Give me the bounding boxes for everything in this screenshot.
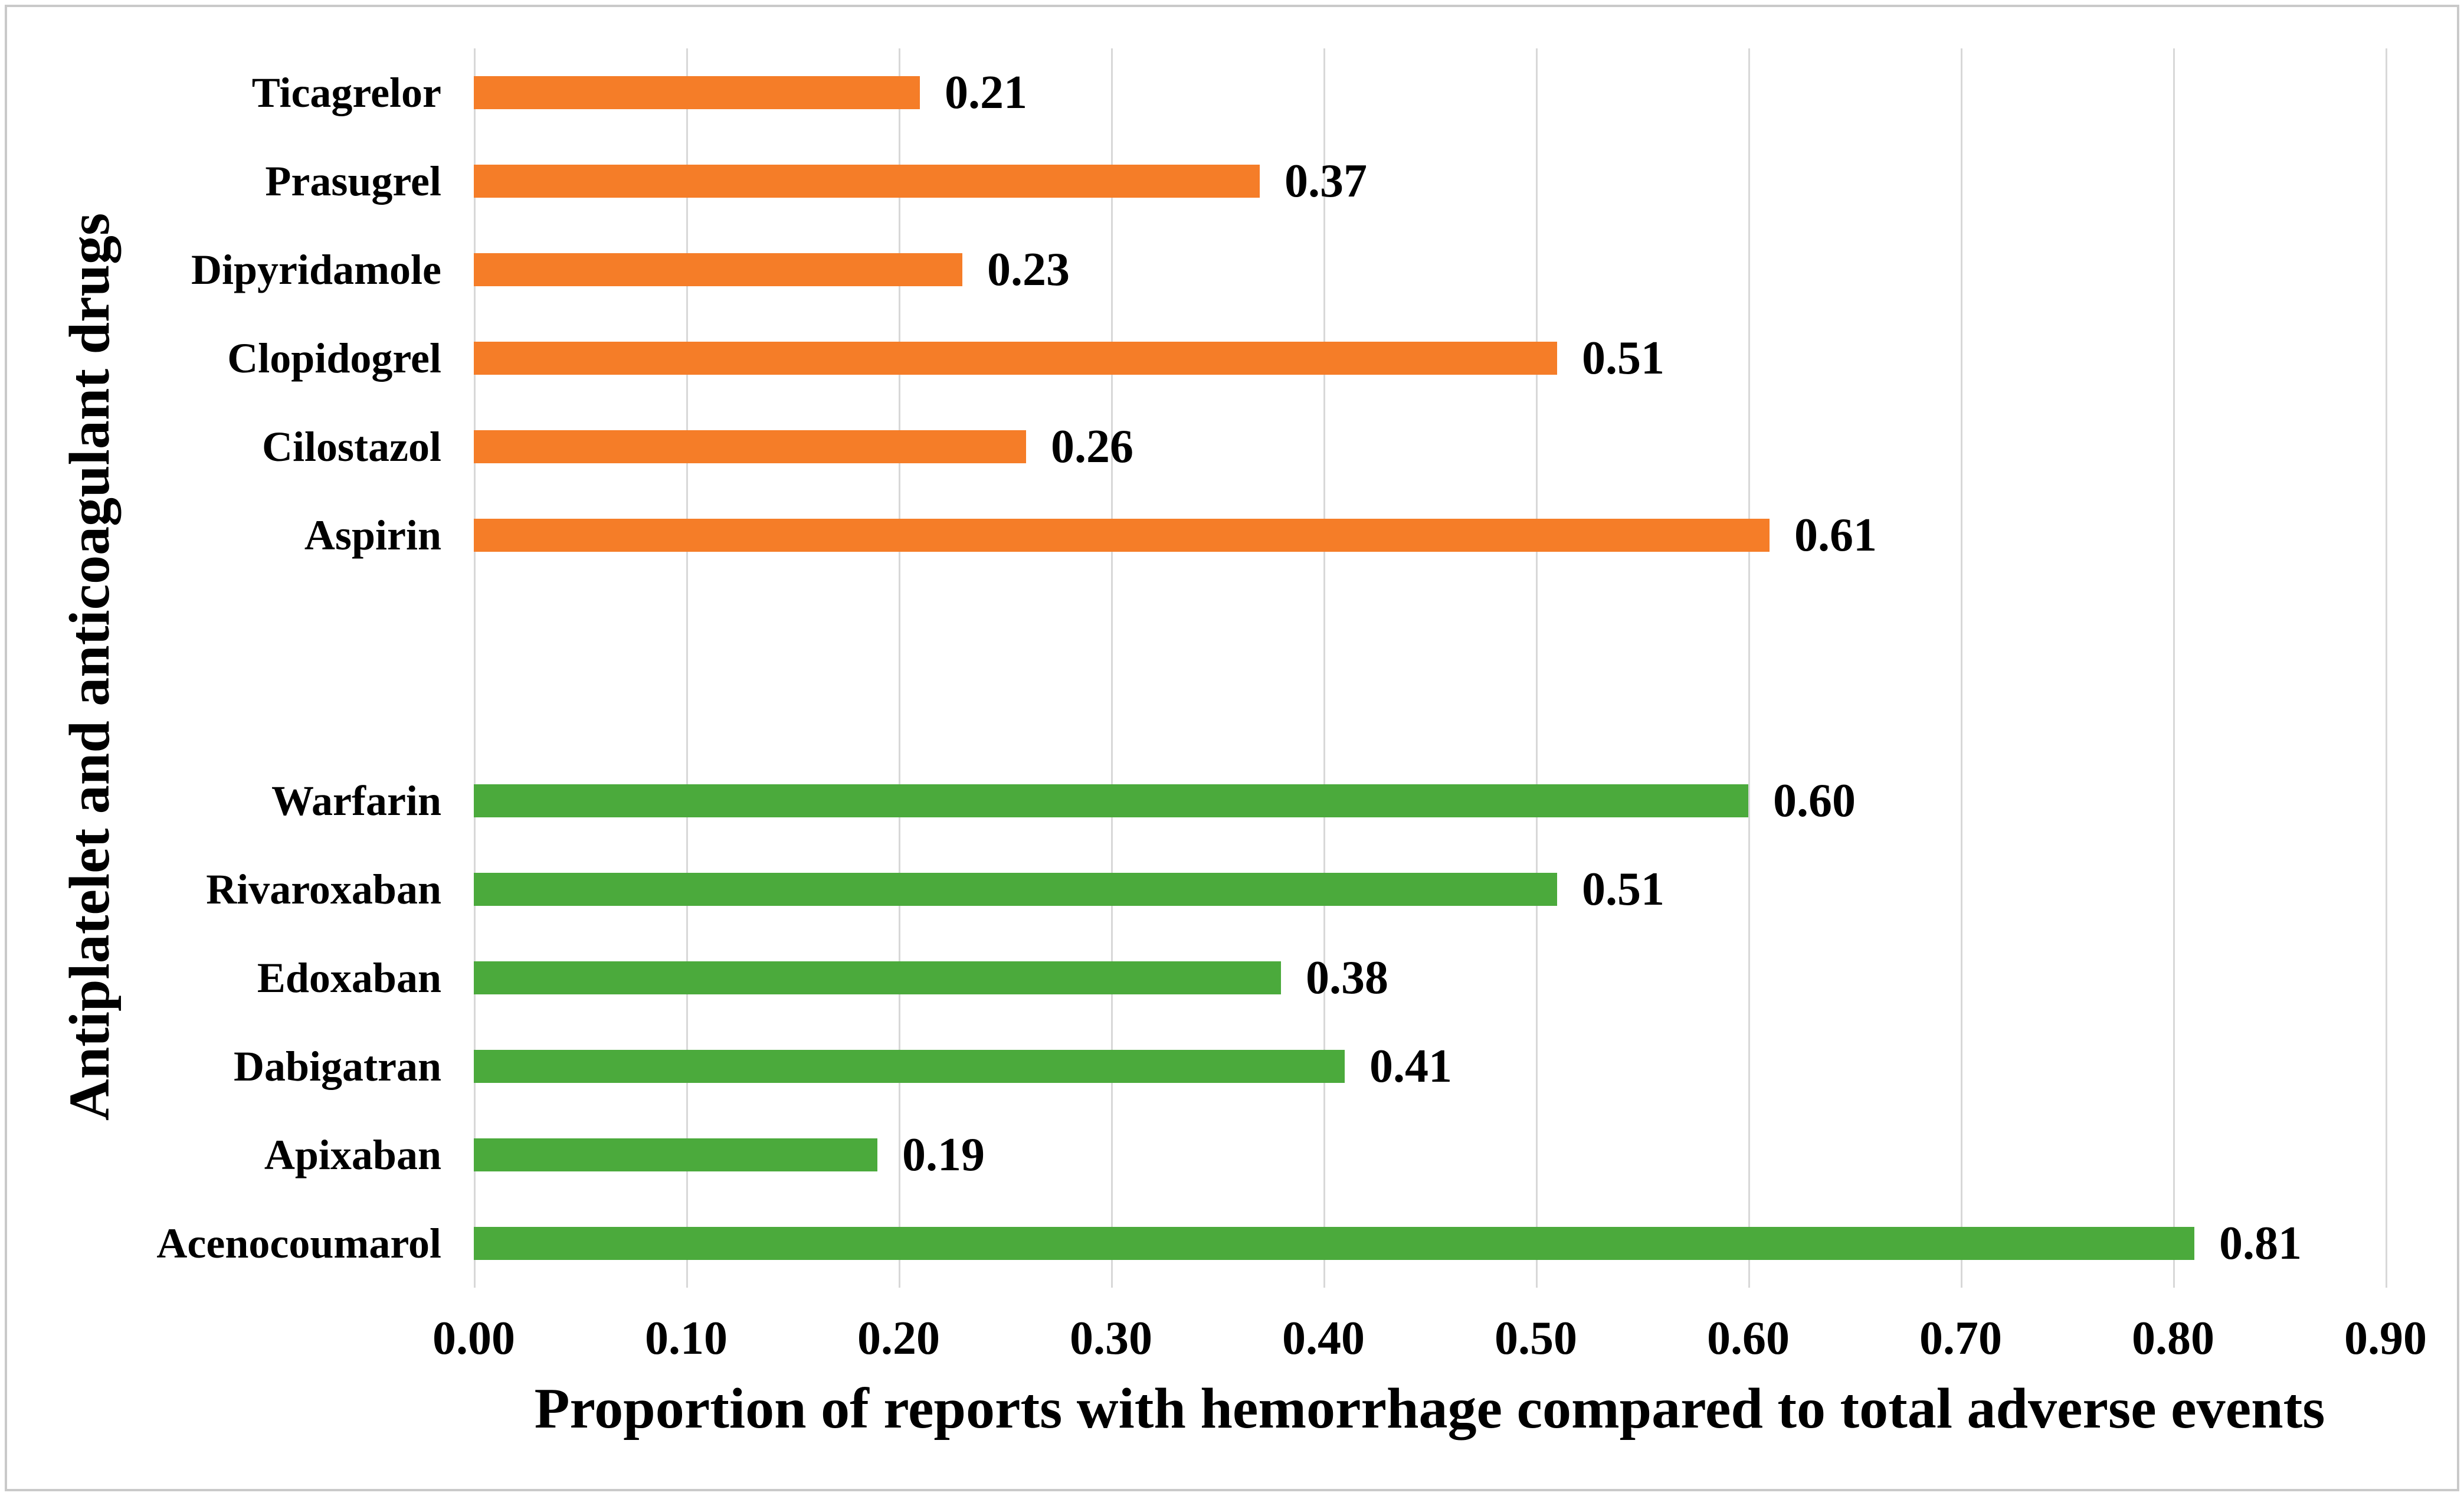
- bar-rivaroxaban: [474, 873, 1557, 906]
- chart-row: Edoxaban 0.38: [0, 934, 2419, 1022]
- bar-dabigatran: [474, 1050, 1345, 1083]
- chart-row: Clopidogrel 0.51: [0, 314, 2419, 402]
- gridline: [1323, 48, 1325, 1288]
- x-axis-title: Proportion of reports with hemorrhage co…: [534, 1377, 2325, 1441]
- x-tick-label: 0.30: [1070, 1312, 1152, 1364]
- bar-acenocoumarol: [474, 1227, 2194, 1260]
- chart-row: Dabigatran 0.41: [0, 1022, 2419, 1111]
- bar-zone: [474, 580, 2419, 668]
- x-tick-label: 0.80: [2132, 1312, 2214, 1364]
- gridline: [1748, 48, 1750, 1288]
- category-label: Prasugrel: [265, 158, 441, 205]
- gridline: [2173, 48, 2175, 1288]
- x-tick-label: 0.60: [1707, 1312, 1790, 1364]
- chart-row: Prasugrel 0.37: [0, 137, 2419, 225]
- value-label: 0.51: [1582, 863, 1664, 915]
- bar-ticagrelor: [474, 76, 920, 109]
- gridline: [474, 48, 476, 1288]
- chart-row: Apixaban 0.19: [0, 1111, 2419, 1199]
- chart-row: Warfarin 0.60: [0, 757, 2419, 845]
- bar-zone: 0.61: [474, 491, 2419, 580]
- gridline: [1536, 48, 1538, 1288]
- value-label: 0.19: [902, 1129, 985, 1181]
- chart-row: Aspirin 0.61: [0, 491, 2419, 580]
- x-tick-label: 0.50: [1495, 1312, 1577, 1364]
- chart-row: Ticagrelor 0.21: [0, 48, 2419, 137]
- bar-zone: 0.37: [474, 137, 2419, 225]
- category-label: Cilostazol: [262, 423, 441, 470]
- bar-edoxaban: [474, 961, 1281, 994]
- chart-row: Acenocoumarol 0.81: [0, 1199, 2419, 1288]
- value-label: 0.23: [987, 244, 1070, 296]
- value-label: 0.61: [1794, 509, 1877, 561]
- bar-apixaban: [474, 1138, 877, 1171]
- chart-row: Dipyridamole 0.23: [0, 225, 2419, 314]
- bar-rows: Ticagrelor 0.21 Prasugrel 0.37 Dipyridamole 0…: [0, 48, 2419, 1288]
- value-label: 0.60: [1773, 775, 1856, 827]
- category-label: Dipyridamole: [191, 246, 441, 293]
- plot-area: [474, 48, 2391, 1288]
- bar-zone: 0.23: [474, 225, 2419, 314]
- gridline: [899, 48, 900, 1288]
- category-label: Dabigatran: [233, 1043, 441, 1090]
- x-tick-label: 0.40: [1282, 1312, 1365, 1364]
- x-tick-label: 0.20: [857, 1312, 940, 1364]
- value-label: 0.37: [1285, 155, 1367, 207]
- bar-zone: [474, 668, 2419, 757]
- gridline: [2386, 48, 2387, 1288]
- bar-zone: 0.51: [474, 314, 2419, 402]
- category-label: Warfarin: [271, 777, 441, 824]
- value-label: 0.81: [2219, 1217, 2302, 1269]
- value-label: 0.38: [1306, 952, 1388, 1004]
- value-label: 0.21: [945, 67, 1027, 119]
- x-tick-label: 0.70: [1919, 1312, 2002, 1364]
- gridline: [1111, 48, 1113, 1288]
- bar-zone: 0.38: [474, 934, 2419, 1022]
- category-label: Rivaroxaban: [206, 866, 441, 913]
- category-label: Apixaban: [264, 1131, 441, 1179]
- bar-clopidogrel: [474, 342, 1557, 375]
- gridline: [1961, 48, 1962, 1288]
- bar-warfarin: [474, 784, 1748, 817]
- chart-row: Cilostazol 0.26: [0, 402, 2419, 491]
- bar-zone: 0.81: [474, 1199, 2419, 1288]
- category-label: Aspirin: [304, 512, 441, 559]
- value-label: 0.26: [1051, 421, 1133, 473]
- bar-zone: 0.26: [474, 402, 2419, 491]
- value-label: 0.51: [1582, 332, 1664, 384]
- gridline: [686, 48, 688, 1288]
- x-axis-tick-labels: 0.00 0.10 0.20 0.30 0.40 0.50 0.60 0.70 0.80 0.90: [0, 1315, 2464, 1368]
- bar-zone: 0.51: [474, 845, 2419, 934]
- x-tick-label: 0.10: [645, 1312, 728, 1364]
- chart-row-spacer: [0, 668, 2419, 757]
- chart-row-spacer: [0, 580, 2419, 668]
- bar-zone: 0.60: [474, 757, 2419, 845]
- bar-zone: 0.41: [474, 1022, 2419, 1111]
- x-tick-label: 0.00: [432, 1312, 515, 1364]
- bar-zone: 0.19: [474, 1111, 2419, 1199]
- x-tick-label: 0.90: [2344, 1312, 2427, 1364]
- bar-aspirin: [474, 519, 1770, 552]
- y-axis-title: Antiplatelet and anticoagulant drugs: [58, 212, 122, 1121]
- category-label: Clopidogrel: [227, 335, 441, 382]
- category-label: Acenocoumarol: [156, 1220, 441, 1267]
- chart-row: Rivaroxaban 0.51: [0, 845, 2419, 934]
- bar-dipyridamole: [474, 253, 962, 286]
- value-label: 0.41: [1369, 1040, 1452, 1092]
- bar-zone: 0.21: [474, 48, 2419, 137]
- category-label: Edoxaban: [257, 954, 441, 1001]
- bar-cilostazol: [474, 430, 1026, 463]
- bar-prasugrel: [474, 165, 1260, 198]
- category-label: Ticagrelor: [251, 69, 441, 116]
